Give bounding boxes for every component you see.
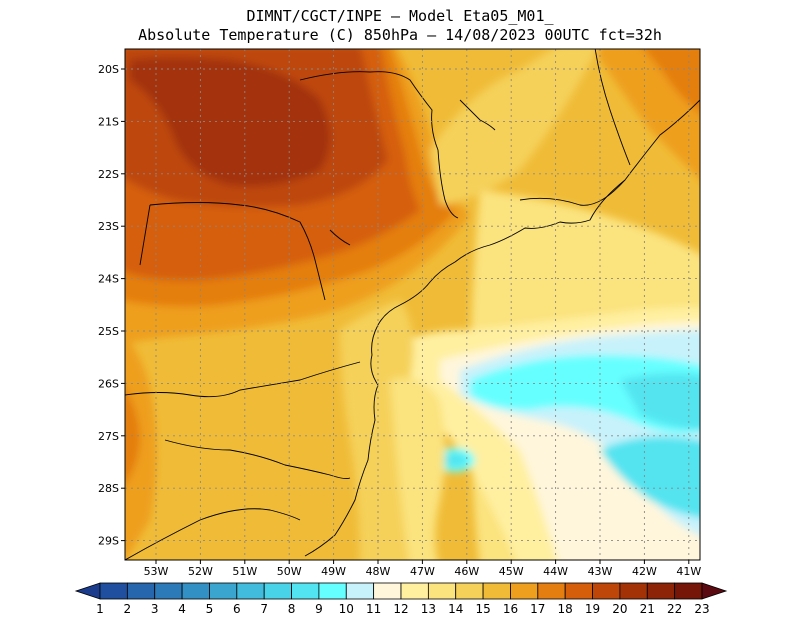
lon-tick-label: 46W — [454, 565, 479, 578]
colorbar-arrow-high — [701, 582, 728, 600]
chart-title-line-2: Absolute Temperature (C) 850hPa – 14/08/… — [138, 26, 662, 44]
map-frame — [124, 48, 701, 561]
lat-tick-label: 20S — [98, 63, 119, 76]
state-border-sp-mg — [299, 71, 459, 219]
colorbar-swatch — [646, 582, 676, 600]
colorbar-swatch — [482, 582, 511, 600]
colorbar-swatch — [318, 582, 347, 600]
lon-tick-label: 42W — [632, 565, 657, 578]
lon-tick-label: 45W — [499, 565, 524, 578]
map-axes: 20S 21S 22S 23S 24S 25S 26S 27S 28S 29S 53W 52W 51W 5… — [98, 63, 701, 578]
graticule — [125, 49, 700, 560]
colorbar-label: 7 — [260, 602, 268, 616]
colorbar-swatch — [674, 582, 703, 600]
lon-tick-label: 44W — [543, 565, 568, 578]
reservoir — [459, 99, 496, 131]
colorbar-label: 18 — [558, 602, 573, 616]
lon-tick-label: 53W — [144, 565, 169, 578]
lon-tick-label: 43W — [588, 565, 613, 578]
colorbar-swatch — [99, 582, 128, 600]
colorbar-swatch — [373, 582, 402, 600]
colorbar-label: 5 — [206, 602, 214, 616]
colorbar-label: 12 — [393, 602, 408, 616]
state-border-pr-sc — [125, 361, 361, 398]
colorbar-label: 4 — [178, 602, 186, 616]
colorbar-swatch — [510, 582, 539, 600]
country-border — [125, 508, 301, 560]
colorbar-label: 3 — [151, 602, 159, 616]
coastline-borders — [125, 49, 700, 560]
colorbar-swatch — [564, 582, 593, 600]
lat-tick-label: 26S — [98, 377, 119, 390]
colorbar-label: 2 — [124, 602, 132, 616]
lat-tick-label: 24S — [98, 273, 119, 286]
colorbar-swatch — [537, 582, 566, 600]
colorbar: 1 2 3 4 5 6 7 8 9 10 11 12 13 14 15 16 17 18 19 20 21 22 23 — [74, 582, 728, 616]
colorbar-label: 14 — [448, 602, 463, 616]
lat-tick-label: 28S — [98, 482, 119, 495]
colorbar-swatch — [291, 582, 320, 600]
colorbar-label: 23 — [694, 602, 709, 616]
lon-tick-label: 48W — [366, 565, 391, 578]
colorbar-swatch — [455, 582, 484, 600]
colorbar-swatch — [619, 582, 648, 600]
lon-tick-label: 49W — [321, 565, 346, 578]
colorbar-swatch — [236, 582, 265, 600]
colorbar-label: 22 — [667, 602, 682, 616]
colorbar-swatch — [154, 582, 183, 600]
state-border-sc-rs — [164, 439, 351, 480]
colorbar-label: 11 — [366, 602, 381, 616]
colorbar-swatch — [345, 582, 375, 600]
colorbar-label: 13 — [421, 602, 436, 616]
colorbar-swatch — [592, 582, 621, 600]
colorbar-label: 17 — [530, 602, 545, 616]
colorbar-swatch — [181, 582, 210, 600]
lat-tick-label: 25S — [98, 325, 119, 338]
state-border-mg-es — [594, 49, 631, 166]
lat-tick-label: 29S — [98, 535, 119, 548]
lon-tick-label: 51W — [232, 565, 257, 578]
chart-title-line-1: DIMNT/CGCT/INPE – Model Eta05_M01_ — [246, 7, 554, 25]
colorbar-label: 9 — [315, 602, 323, 616]
colorbar-label: 15 — [475, 602, 490, 616]
colorbar-label: 19 — [585, 602, 600, 616]
colorbar-label: 1 — [96, 602, 104, 616]
colorbar-swatch — [209, 582, 238, 600]
colorbar-swatch — [427, 582, 457, 600]
colorbar-label: 16 — [503, 602, 518, 616]
lon-tick-label: 52W — [188, 565, 213, 578]
colorbar-label: 8 — [288, 602, 296, 616]
lat-tick-label: 27S — [98, 430, 119, 443]
coastline — [304, 99, 700, 557]
colorbar-swatch — [400, 582, 429, 600]
state-border-pr-sp — [149, 202, 326, 301]
lat-tick-label: 22S — [98, 168, 119, 181]
colorbar-label: 21 — [640, 602, 655, 616]
lon-tick-label: 50W — [277, 565, 302, 578]
colorbar-swatch — [126, 582, 156, 600]
temperature-field — [125, 49, 700, 560]
river — [329, 229, 351, 246]
lon-tick-label: 41W — [676, 565, 701, 578]
state-border-mg-rj — [519, 179, 626, 206]
lat-tick-label: 23S — [98, 220, 119, 233]
lat-tick-label: 21S — [98, 115, 119, 128]
colorbar-label: 6 — [233, 602, 241, 616]
colorbar-label: 10 — [339, 602, 354, 616]
colorbar-label: 20 — [612, 602, 627, 616]
state-border-ms-pr — [139, 204, 151, 266]
colorbar-arrow-low — [74, 582, 101, 600]
colorbar-swatch — [263, 582, 292, 600]
lon-tick-label: 47W — [410, 565, 435, 578]
